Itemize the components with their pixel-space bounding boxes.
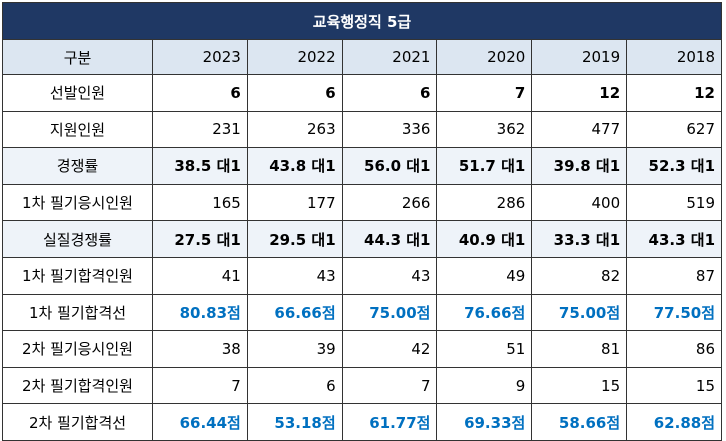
value-cell: 6 xyxy=(246,366,343,405)
row-label: 지원인원 xyxy=(2,110,153,149)
value-cell: 7 xyxy=(436,74,533,112)
value-cell: 66.66점 xyxy=(246,293,343,332)
header-cell: 2023 xyxy=(152,39,248,75)
value-cell: 39.8 대1 xyxy=(531,147,628,185)
row-label: 2차 필기합격선 xyxy=(2,403,153,441)
table-row: 2차 필기합격선 66.44점 53.18점 61.77점 69.33점 58.66점 62… xyxy=(2,403,722,441)
value-cell: 6 xyxy=(152,74,248,112)
table-row: 2차 필기응시인원 38 39 42 51 81 86 xyxy=(2,330,722,368)
value-cell: 519 xyxy=(626,183,722,222)
value-cell: 76.66점 xyxy=(436,293,533,332)
value-cell: 53.18점 xyxy=(246,403,343,441)
value-cell: 336 xyxy=(341,110,438,149)
header-cell: 구분 xyxy=(2,39,153,75)
value-cell: 231 xyxy=(152,110,248,149)
value-cell: 9 xyxy=(436,366,533,405)
value-cell: 6 xyxy=(341,74,438,112)
value-cell: 40.9 대1 xyxy=(436,220,533,258)
value-cell: 87 xyxy=(626,256,722,295)
value-cell: 58.66점 xyxy=(531,403,628,441)
value-cell: 12 xyxy=(626,74,722,112)
value-cell: 7 xyxy=(341,366,438,405)
value-cell: 51 xyxy=(436,330,533,368)
value-cell: 82 xyxy=(531,256,628,295)
value-cell: 627 xyxy=(626,110,722,149)
header-cell: 2022 xyxy=(246,39,343,75)
row-label: 실질경쟁률 xyxy=(2,220,153,258)
value-cell: 44.3 대1 xyxy=(341,220,438,258)
value-cell: 12 xyxy=(531,74,628,112)
value-cell: 61.77점 xyxy=(341,403,438,441)
value-cell: 75.00점 xyxy=(531,293,628,332)
value-cell: 400 xyxy=(531,183,628,222)
row-label: 경쟁률 xyxy=(2,147,153,185)
value-cell: 66.44점 xyxy=(152,403,248,441)
header-cell: 2019 xyxy=(531,39,628,75)
value-cell: 62.88점 xyxy=(626,403,722,441)
table-row: 1차 필기합격선 80.83점 66.66점 75.00점 76.66점 75.00점 77… xyxy=(2,293,722,332)
value-cell: 33.3 대1 xyxy=(531,220,628,258)
row-label: 1차 필기합격선 xyxy=(2,293,153,332)
value-cell: 69.33점 xyxy=(436,403,533,441)
value-cell: 41 xyxy=(152,256,248,295)
value-cell: 81 xyxy=(531,330,628,368)
value-cell: 7 xyxy=(152,366,248,405)
value-cell: 43.3 대1 xyxy=(626,220,722,258)
header-row: 구분 2023 2022 2021 2020 2019 2018 xyxy=(2,39,722,75)
row-label: 선발인원 xyxy=(2,74,153,112)
value-cell: 56.0 대1 xyxy=(341,147,438,185)
value-cell: 165 xyxy=(152,183,248,222)
value-cell: 477 xyxy=(531,110,628,149)
table-row: 선발인원 6 6 6 7 12 12 xyxy=(2,74,722,112)
value-cell: 51.7 대1 xyxy=(436,147,533,185)
table-row: 실질경쟁률 27.5 대1 29.5 대1 44.3 대1 40.9 대1 33.3 대1… xyxy=(2,220,722,258)
header-cell: 2021 xyxy=(341,39,438,75)
row-label: 2차 필기합격인원 xyxy=(2,366,153,405)
value-cell: 286 xyxy=(436,183,533,222)
value-cell: 42 xyxy=(341,330,438,368)
value-cell: 43 xyxy=(341,256,438,295)
value-cell: 80.83점 xyxy=(152,293,248,332)
value-cell: 43.8 대1 xyxy=(246,147,343,185)
row-label: 2차 필기응시인원 xyxy=(2,330,153,368)
table-row: 1차 필기합격인원 41 43 43 49 82 87 xyxy=(2,256,722,295)
value-cell: 6 xyxy=(246,74,343,112)
value-cell: 38.5 대1 xyxy=(152,147,248,185)
value-cell: 15 xyxy=(626,366,722,405)
header-cell: 2020 xyxy=(436,39,533,75)
value-cell: 38 xyxy=(152,330,248,368)
value-cell: 266 xyxy=(341,183,438,222)
value-cell: 77.50점 xyxy=(626,293,722,332)
value-cell: 75.00점 xyxy=(341,293,438,332)
value-cell: 39 xyxy=(246,330,343,368)
value-cell: 49 xyxy=(436,256,533,295)
row-label: 1차 필기합격인원 xyxy=(2,256,153,295)
table-row: 1차 필기응시인원 165 177 266 286 400 519 xyxy=(2,183,722,222)
value-cell: 177 xyxy=(246,183,343,222)
header-cell: 2018 xyxy=(626,39,722,75)
title-row: 교육행정직 5급 xyxy=(2,2,722,40)
table-row: 경쟁률 38.5 대1 43.8 대1 56.0 대1 51.7 대1 39.8 대1 52… xyxy=(2,147,722,185)
value-cell: 27.5 대1 xyxy=(152,220,248,258)
table-row: 2차 필기합격인원 7 6 7 9 15 15 xyxy=(2,366,722,405)
value-cell: 86 xyxy=(626,330,722,368)
value-cell: 29.5 대1 xyxy=(246,220,343,258)
table-row: 지원인원 231 263 336 362 477 627 xyxy=(2,110,722,149)
value-cell: 43 xyxy=(246,256,343,295)
value-cell: 52.3 대1 xyxy=(626,147,722,185)
row-label: 1차 필기응시인원 xyxy=(2,183,153,222)
value-cell: 15 xyxy=(531,366,628,405)
value-cell: 362 xyxy=(436,110,533,149)
table-title: 교육행정직 5급 xyxy=(2,2,722,40)
value-cell: 263 xyxy=(246,110,343,149)
